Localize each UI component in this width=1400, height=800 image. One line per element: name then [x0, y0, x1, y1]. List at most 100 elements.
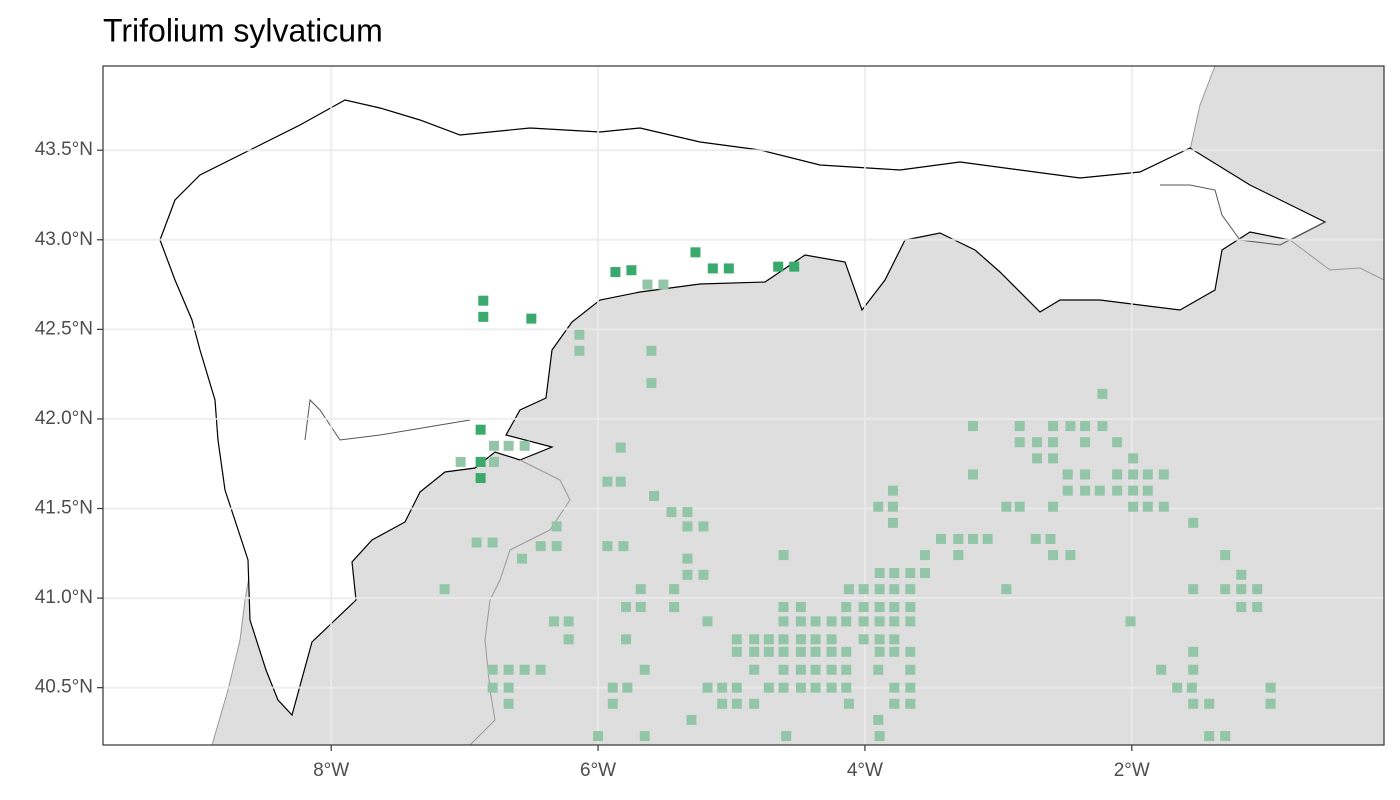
- grid-cell-marker: [889, 568, 900, 579]
- grid-cell-marker: [763, 634, 774, 645]
- grid-cell-marker: [826, 634, 837, 645]
- grid-cell-marker: [503, 664, 514, 675]
- grid-cell-marker: [478, 295, 489, 306]
- grid-cell-marker: [841, 602, 852, 613]
- grid-cell-marker: [1014, 437, 1025, 448]
- grid-cell-marker: [488, 456, 499, 467]
- grid-cell-marker: [487, 537, 498, 548]
- grid-cell-marker: [889, 616, 900, 627]
- grid-cell-marker: [698, 521, 709, 532]
- grid-cell-marker: [551, 521, 562, 532]
- grid-cell-marker: [455, 456, 466, 467]
- grid-cell-marker: [874, 646, 885, 657]
- grid-cell-marker: [1048, 421, 1059, 432]
- grid-cell-marker: [858, 634, 869, 645]
- grid-cell-marker: [702, 682, 713, 693]
- grid-cell-marker: [1220, 731, 1231, 742]
- grid-cell-marker: [574, 329, 585, 340]
- grid-cell-marker: [717, 682, 728, 693]
- grid-cell-marker: [1188, 646, 1199, 657]
- grid-cell-marker: [826, 616, 837, 627]
- grid-cell-marker: [935, 533, 946, 544]
- grid-cell-marker: [749, 634, 760, 645]
- grid-cell-marker: [717, 698, 728, 709]
- grid-cell-marker: [968, 469, 979, 480]
- grid-cell-marker: [574, 345, 585, 356]
- grid-cell-marker: [763, 682, 774, 693]
- grid-cell-marker: [519, 440, 530, 451]
- grid-cell-marker: [795, 634, 806, 645]
- grid-cell-marker: [1188, 517, 1199, 528]
- grid-cell-marker: [1065, 421, 1076, 432]
- grid-cell-marker: [621, 634, 632, 645]
- grid-cell-marker: [1112, 437, 1123, 448]
- grid-cell-marker: [1001, 584, 1012, 595]
- grid-cell-marker: [563, 616, 574, 627]
- grid-cell-marker: [1236, 569, 1247, 580]
- grid-cell-marker: [503, 440, 514, 451]
- grid-cell-marker: [841, 664, 852, 675]
- grid-cell-marker: [488, 440, 499, 451]
- grid-cell-marker: [773, 261, 784, 272]
- grid-cell-marker: [795, 602, 806, 613]
- grid-cell-marker: [889, 682, 900, 693]
- grid-cell-marker: [1065, 550, 1076, 561]
- grid-cell-marker: [889, 698, 900, 709]
- grid-cell-marker: [810, 646, 821, 657]
- grid-cell-marker: [478, 311, 489, 322]
- grid-cell-marker: [1032, 437, 1043, 448]
- grid-cell-marker: [635, 584, 646, 595]
- axes: 8°W 6°W 4°W 2°W 40.5°N 41.0°N 41.5°N 42.0°N 42.5…: [35, 139, 1150, 781]
- grid-cell-marker: [1252, 584, 1263, 595]
- grid-cell-marker: [1156, 664, 1167, 675]
- grid-cell-marker: [1097, 388, 1108, 399]
- grid-cell-marker: [503, 698, 514, 709]
- grid-cell-marker: [702, 616, 713, 627]
- grid-cell-marker: [1030, 533, 1041, 544]
- grid-cell-marker: [618, 541, 629, 552]
- grid-cell-marker: [1048, 550, 1059, 561]
- grid-cell-marker: [1094, 485, 1105, 496]
- grid-cell-marker: [682, 569, 693, 580]
- border: [304, 184, 1326, 441]
- grid-cell-marker: [1128, 453, 1139, 464]
- grid-cell-marker: [666, 507, 677, 518]
- grid-cell-marker: [535, 541, 546, 552]
- grid-cell-marker: [858, 602, 869, 613]
- grid-cell-marker: [622, 682, 633, 693]
- grid-cell-marker: [646, 345, 657, 356]
- grid-cell-marker: [686, 714, 697, 725]
- grid-cell-marker: [887, 485, 898, 496]
- grid-cell-marker: [1158, 469, 1169, 480]
- y-tick-label: 40.5°N: [35, 677, 93, 698]
- grid-cell-marker: [795, 646, 806, 657]
- grid-cell-marker: [789, 261, 800, 272]
- grid-cell-marker: [1128, 469, 1139, 480]
- grid-cell-marker: [982, 533, 993, 544]
- grid-cell-marker: [1172, 682, 1183, 693]
- grid-cell-marker: [810, 634, 821, 645]
- grid-cell-marker: [1188, 698, 1199, 709]
- grid-cell-marker: [1265, 682, 1276, 693]
- grid-cell-marker: [607, 698, 618, 709]
- grid-cell-marker: [723, 263, 734, 274]
- grid-cell-marker: [487, 664, 498, 675]
- x-tick-label: 4°W: [847, 760, 883, 781]
- grid-cell-marker: [1062, 469, 1073, 480]
- grid-cell-marker: [968, 533, 979, 544]
- markers: [439, 247, 1276, 742]
- grid-cell-marker: [749, 646, 760, 657]
- grid-cell-marker: [549, 616, 560, 627]
- grid-cell-marker: [1236, 584, 1247, 595]
- grid-cell-marker: [698, 569, 709, 580]
- grid-cell-marker: [610, 267, 621, 278]
- grid-cell-marker: [953, 550, 964, 561]
- grid-cell-marker: [607, 682, 618, 693]
- grid-cell-marker: [858, 616, 869, 627]
- grid-cell-marker: [1142, 501, 1153, 512]
- grid-cell-marker: [968, 421, 979, 432]
- grid-cell-marker: [551, 541, 562, 552]
- grid-cell-marker: [1080, 437, 1091, 448]
- grid-cell-marker: [1062, 485, 1073, 496]
